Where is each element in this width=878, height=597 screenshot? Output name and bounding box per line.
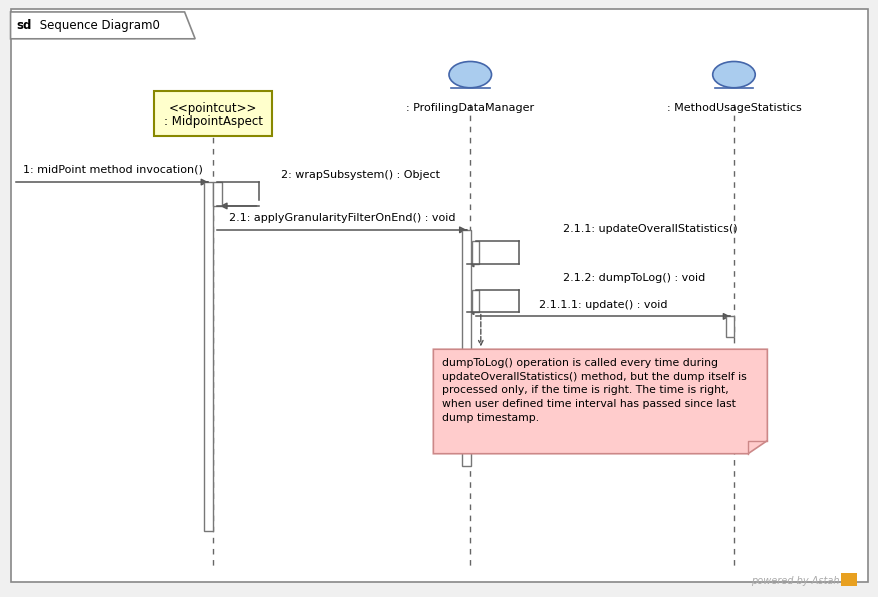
Bar: [471, 241, 479, 264]
Bar: [471, 290, 479, 312]
Text: <<pointcut>>: <<pointcut>>: [169, 101, 257, 115]
Bar: [462, 230, 471, 466]
Polygon shape: [11, 12, 195, 39]
Text: sd: sd: [17, 19, 32, 32]
Bar: [204, 182, 212, 531]
Text: 1: midPoint method invocation(): 1: midPoint method invocation(): [23, 165, 202, 175]
Bar: [154, 91, 272, 136]
Text: 2.1: applyGranularityFilterOnEnd() : void: 2.1: applyGranularityFilterOnEnd() : voi…: [228, 213, 455, 223]
Polygon shape: [433, 349, 766, 454]
Text: 2.1.1.1: update() : void: 2.1.1.1: update() : void: [538, 300, 666, 310]
Text: 2: wrapSubsystem() : Object: 2: wrapSubsystem() : Object: [281, 170, 440, 180]
Ellipse shape: [449, 61, 491, 88]
Ellipse shape: [712, 61, 754, 88]
Text: : ProfilingDataManager: : ProfilingDataManager: [406, 103, 534, 113]
Bar: [725, 316, 734, 337]
Text: dumpToLog() operation is called every time during
updateOverallStatistics() meth: dumpToLog() operation is called every ti…: [442, 358, 746, 423]
Text: : MethodUsageStatistics: : MethodUsageStatistics: [666, 103, 801, 113]
Text: Sequence Diagram0: Sequence Diagram0: [36, 19, 160, 32]
Bar: [212, 182, 221, 206]
Text: : MidpointAspect: : MidpointAspect: [163, 115, 263, 128]
Text: powered by Astah: powered by Astah: [750, 576, 838, 586]
Text: 2.1.2: dumpToLog() : void: 2.1.2: dumpToLog() : void: [562, 273, 704, 283]
Bar: [840, 573, 856, 586]
Text: 2.1.1: updateOverallStatistics(): 2.1.1: updateOverallStatistics(): [562, 224, 737, 234]
